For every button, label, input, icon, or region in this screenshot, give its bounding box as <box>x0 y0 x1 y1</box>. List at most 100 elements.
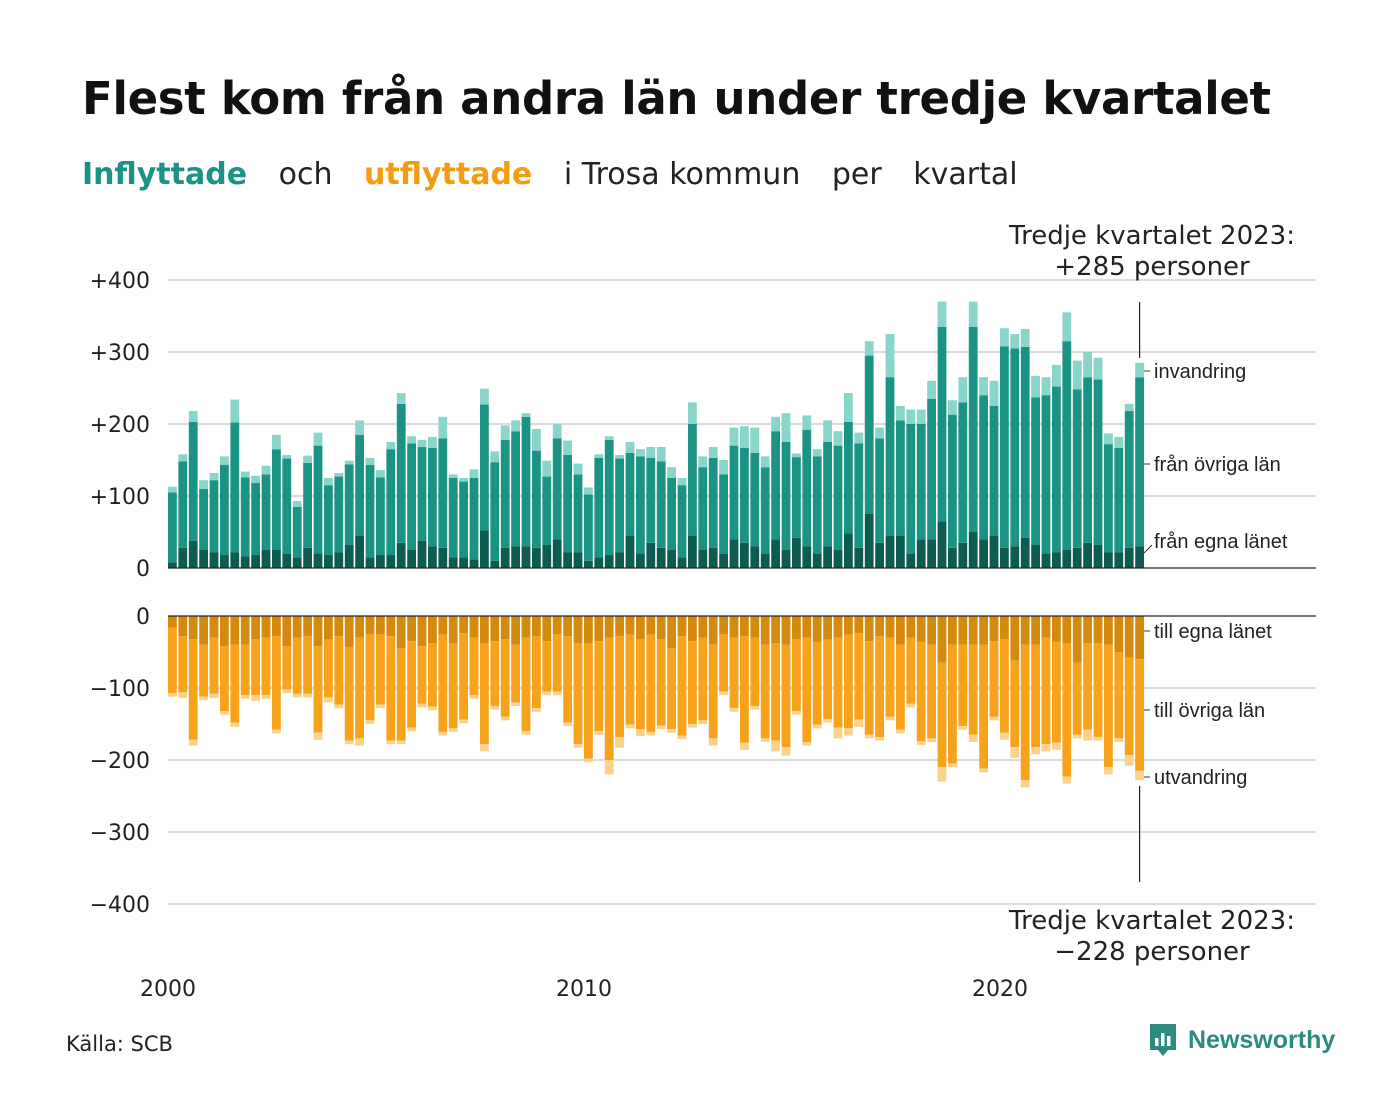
bar-från-övriga-län <box>573 474 583 553</box>
bar-från-övriga-län <box>937 326 947 522</box>
bar-invandring <box>282 454 292 459</box>
bar-till-övriga-län <box>1083 643 1092 730</box>
bar-utvandring <box>615 736 624 748</box>
bar-till-övriga-län <box>625 634 635 725</box>
bar-från-övriga-län <box>989 406 999 536</box>
bar-från-egna-länet <box>552 539 562 568</box>
bar-invandring <box>875 427 884 439</box>
series-label-top: från egna länet <box>1154 531 1288 553</box>
bar-till-övriga-län <box>261 637 271 696</box>
bar-från-egna-länet <box>386 555 396 568</box>
bar-från-övriga-län <box>1093 379 1103 545</box>
bar-från-egna-länet <box>459 557 468 568</box>
bar-till-egna-länet <box>272 616 281 637</box>
bar-från-egna-länet <box>823 546 832 568</box>
bar-till-egna-länet <box>719 616 728 634</box>
bar-till-egna-länet <box>771 616 780 644</box>
bar-invandring <box>1135 362 1144 378</box>
bar-till-egna-länet <box>677 616 687 637</box>
bar-till-övriga-län <box>282 646 292 690</box>
bar-från-övriga-län <box>334 476 344 553</box>
bar-utvandring <box>469 695 479 699</box>
callout-top-line2: +285 personer <box>1054 252 1250 282</box>
bar-från-övriga-län <box>1135 377 1144 547</box>
bar-till-egna-länet <box>708 616 718 645</box>
bar-till-övriga-län <box>313 646 323 733</box>
bar-till-egna-länet <box>1083 616 1092 644</box>
bar-från-egna-länet <box>292 557 302 568</box>
bar-utvandring <box>209 693 219 699</box>
bar-till-egna-länet <box>604 616 614 638</box>
bar-invandring <box>688 402 697 424</box>
bar-från-övriga-län <box>958 402 968 543</box>
bar-från-övriga-län <box>1124 411 1134 548</box>
bar-till-egna-länet <box>448 616 458 644</box>
bar-utvandring <box>1093 736 1103 741</box>
bar-till-övriga-län <box>812 641 822 725</box>
bar-utvandring <box>1104 767 1113 775</box>
bar-till-övriga-län <box>188 639 198 740</box>
bar-från-egna-länet <box>760 553 770 568</box>
bar-utvandring <box>500 716 510 721</box>
bar-invandring <box>199 480 208 489</box>
subtitle-och: och <box>278 157 333 192</box>
subtitle-kvartal: kvartal <box>913 157 1018 192</box>
bar-från-egna-länet <box>334 552 344 568</box>
bar-till-övriga-län <box>542 641 552 692</box>
bar-invandring <box>240 471 250 478</box>
bar-från-egna-länet <box>396 542 406 568</box>
bar-till-egna-länet <box>729 616 739 638</box>
bar-invandring <box>989 380 999 406</box>
bar-från-egna-länet <box>168 562 177 568</box>
bar-från-övriga-län <box>833 445 843 550</box>
bar-från-egna-länet <box>594 557 604 568</box>
bar-invandring <box>261 465 271 475</box>
bar-från-egna-länet <box>209 552 219 568</box>
bar-till-egna-länet <box>1093 616 1103 644</box>
migration-chart: +400 +300 +200 +100 0 0 −100 −200 −300 −400 invand… <box>90 221 1316 1002</box>
bar-från-egna-länet <box>240 556 250 568</box>
bar-från-övriga-län <box>428 447 437 547</box>
bar-från-egna-länet <box>1010 546 1020 568</box>
bar-utvandring <box>927 738 936 742</box>
bar-utvandring <box>313 732 323 740</box>
bar-från-övriga-län <box>968 326 978 532</box>
bar-utvandring <box>604 760 614 775</box>
bar-till-egna-länet <box>656 616 666 640</box>
bar-invandring <box>948 400 957 415</box>
bar-från-egna-länet <box>199 550 208 568</box>
bar-till-övriga-län <box>927 644 936 739</box>
bar-från-egna-länet <box>324 555 333 568</box>
bar-till-egna-länet <box>1010 616 1020 661</box>
bar-invandring <box>792 453 801 458</box>
bar-från-övriga-län <box>552 438 562 540</box>
bar-till-egna-länet <box>1041 616 1051 638</box>
bar-invandring <box>802 415 812 430</box>
bar-till-egna-länet <box>365 616 375 634</box>
bar-från-övriga-län <box>979 395 988 540</box>
bar-till-egna-länet <box>1114 616 1124 652</box>
bar-utvandring <box>251 695 260 701</box>
bar-till-övriga-län <box>240 644 250 696</box>
bar-utvandring <box>355 738 364 746</box>
newsworthy-logo: Newsworthy <box>1148 1022 1335 1058</box>
bar-från-egna-länet <box>698 550 708 568</box>
bar-till-övriga-län <box>209 637 219 694</box>
bar-till-övriga-län <box>989 641 999 717</box>
bar-utvandring <box>729 708 739 712</box>
bar-till-egna-länet <box>500 616 510 640</box>
bar-utvandring <box>1135 770 1144 781</box>
bar-invandring <box>448 474 458 478</box>
bar-från-övriga-län <box>916 424 926 540</box>
bar-till-egna-länet <box>854 616 864 634</box>
bar-från-övriga-län <box>812 456 822 554</box>
bar-till-egna-länet <box>937 616 947 663</box>
bar-från-egna-länet <box>365 557 375 568</box>
bar-invandring <box>750 427 760 453</box>
bar-invandring <box>251 475 260 484</box>
bar-från-övriga-län <box>220 465 229 556</box>
x-tick-label: 2000 <box>140 977 196 1002</box>
bar-utvandring <box>812 724 822 729</box>
bar-från-egna-länet <box>448 557 458 568</box>
series-label-bottom: till egna länet <box>1154 621 1272 643</box>
